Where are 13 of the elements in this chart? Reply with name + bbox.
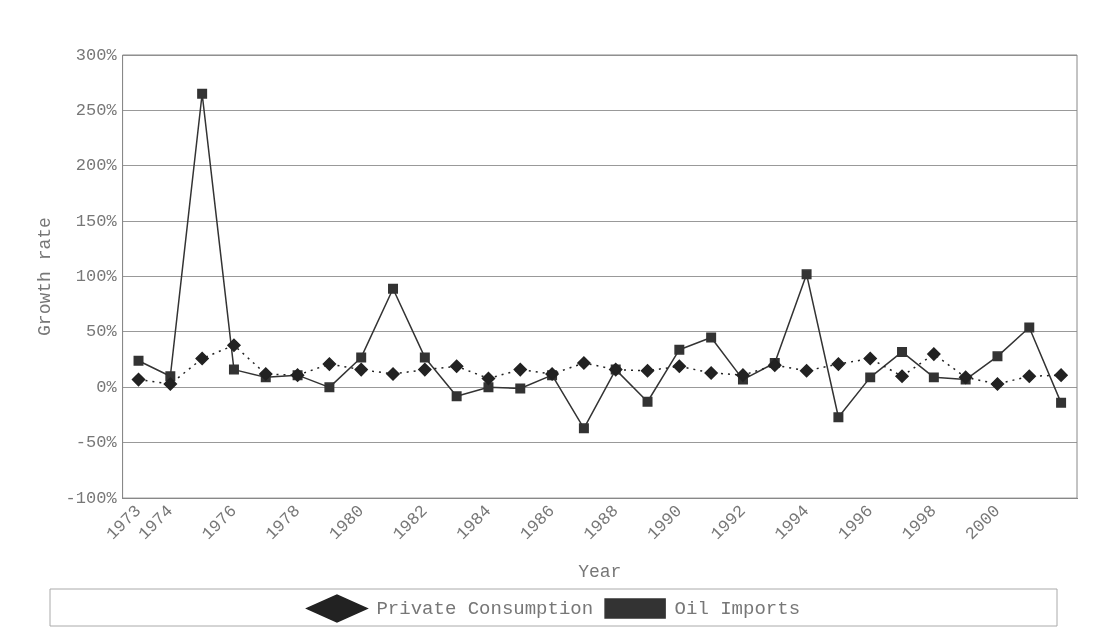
y-tick-label: 250% — [75, 100, 118, 120]
legend-label: Private Consumption — [376, 597, 594, 620]
y-tick-label: 0% — [96, 377, 118, 397]
legend-label: Oil Imports — [674, 597, 801, 620]
x-axis-title: Year — [578, 561, 622, 582]
y-tick-label: -100% — [65, 488, 118, 508]
y-tick-label: 100% — [75, 267, 118, 287]
y-tick-label: 50% — [86, 322, 118, 342]
y-tick-label: -50% — [75, 433, 118, 453]
y-tick-label: 200% — [75, 156, 118, 176]
y-tick-label: 150% — [75, 211, 118, 231]
y-tick-label: 300% — [75, 45, 118, 65]
y-axis-title: Growth rate — [34, 217, 55, 336]
